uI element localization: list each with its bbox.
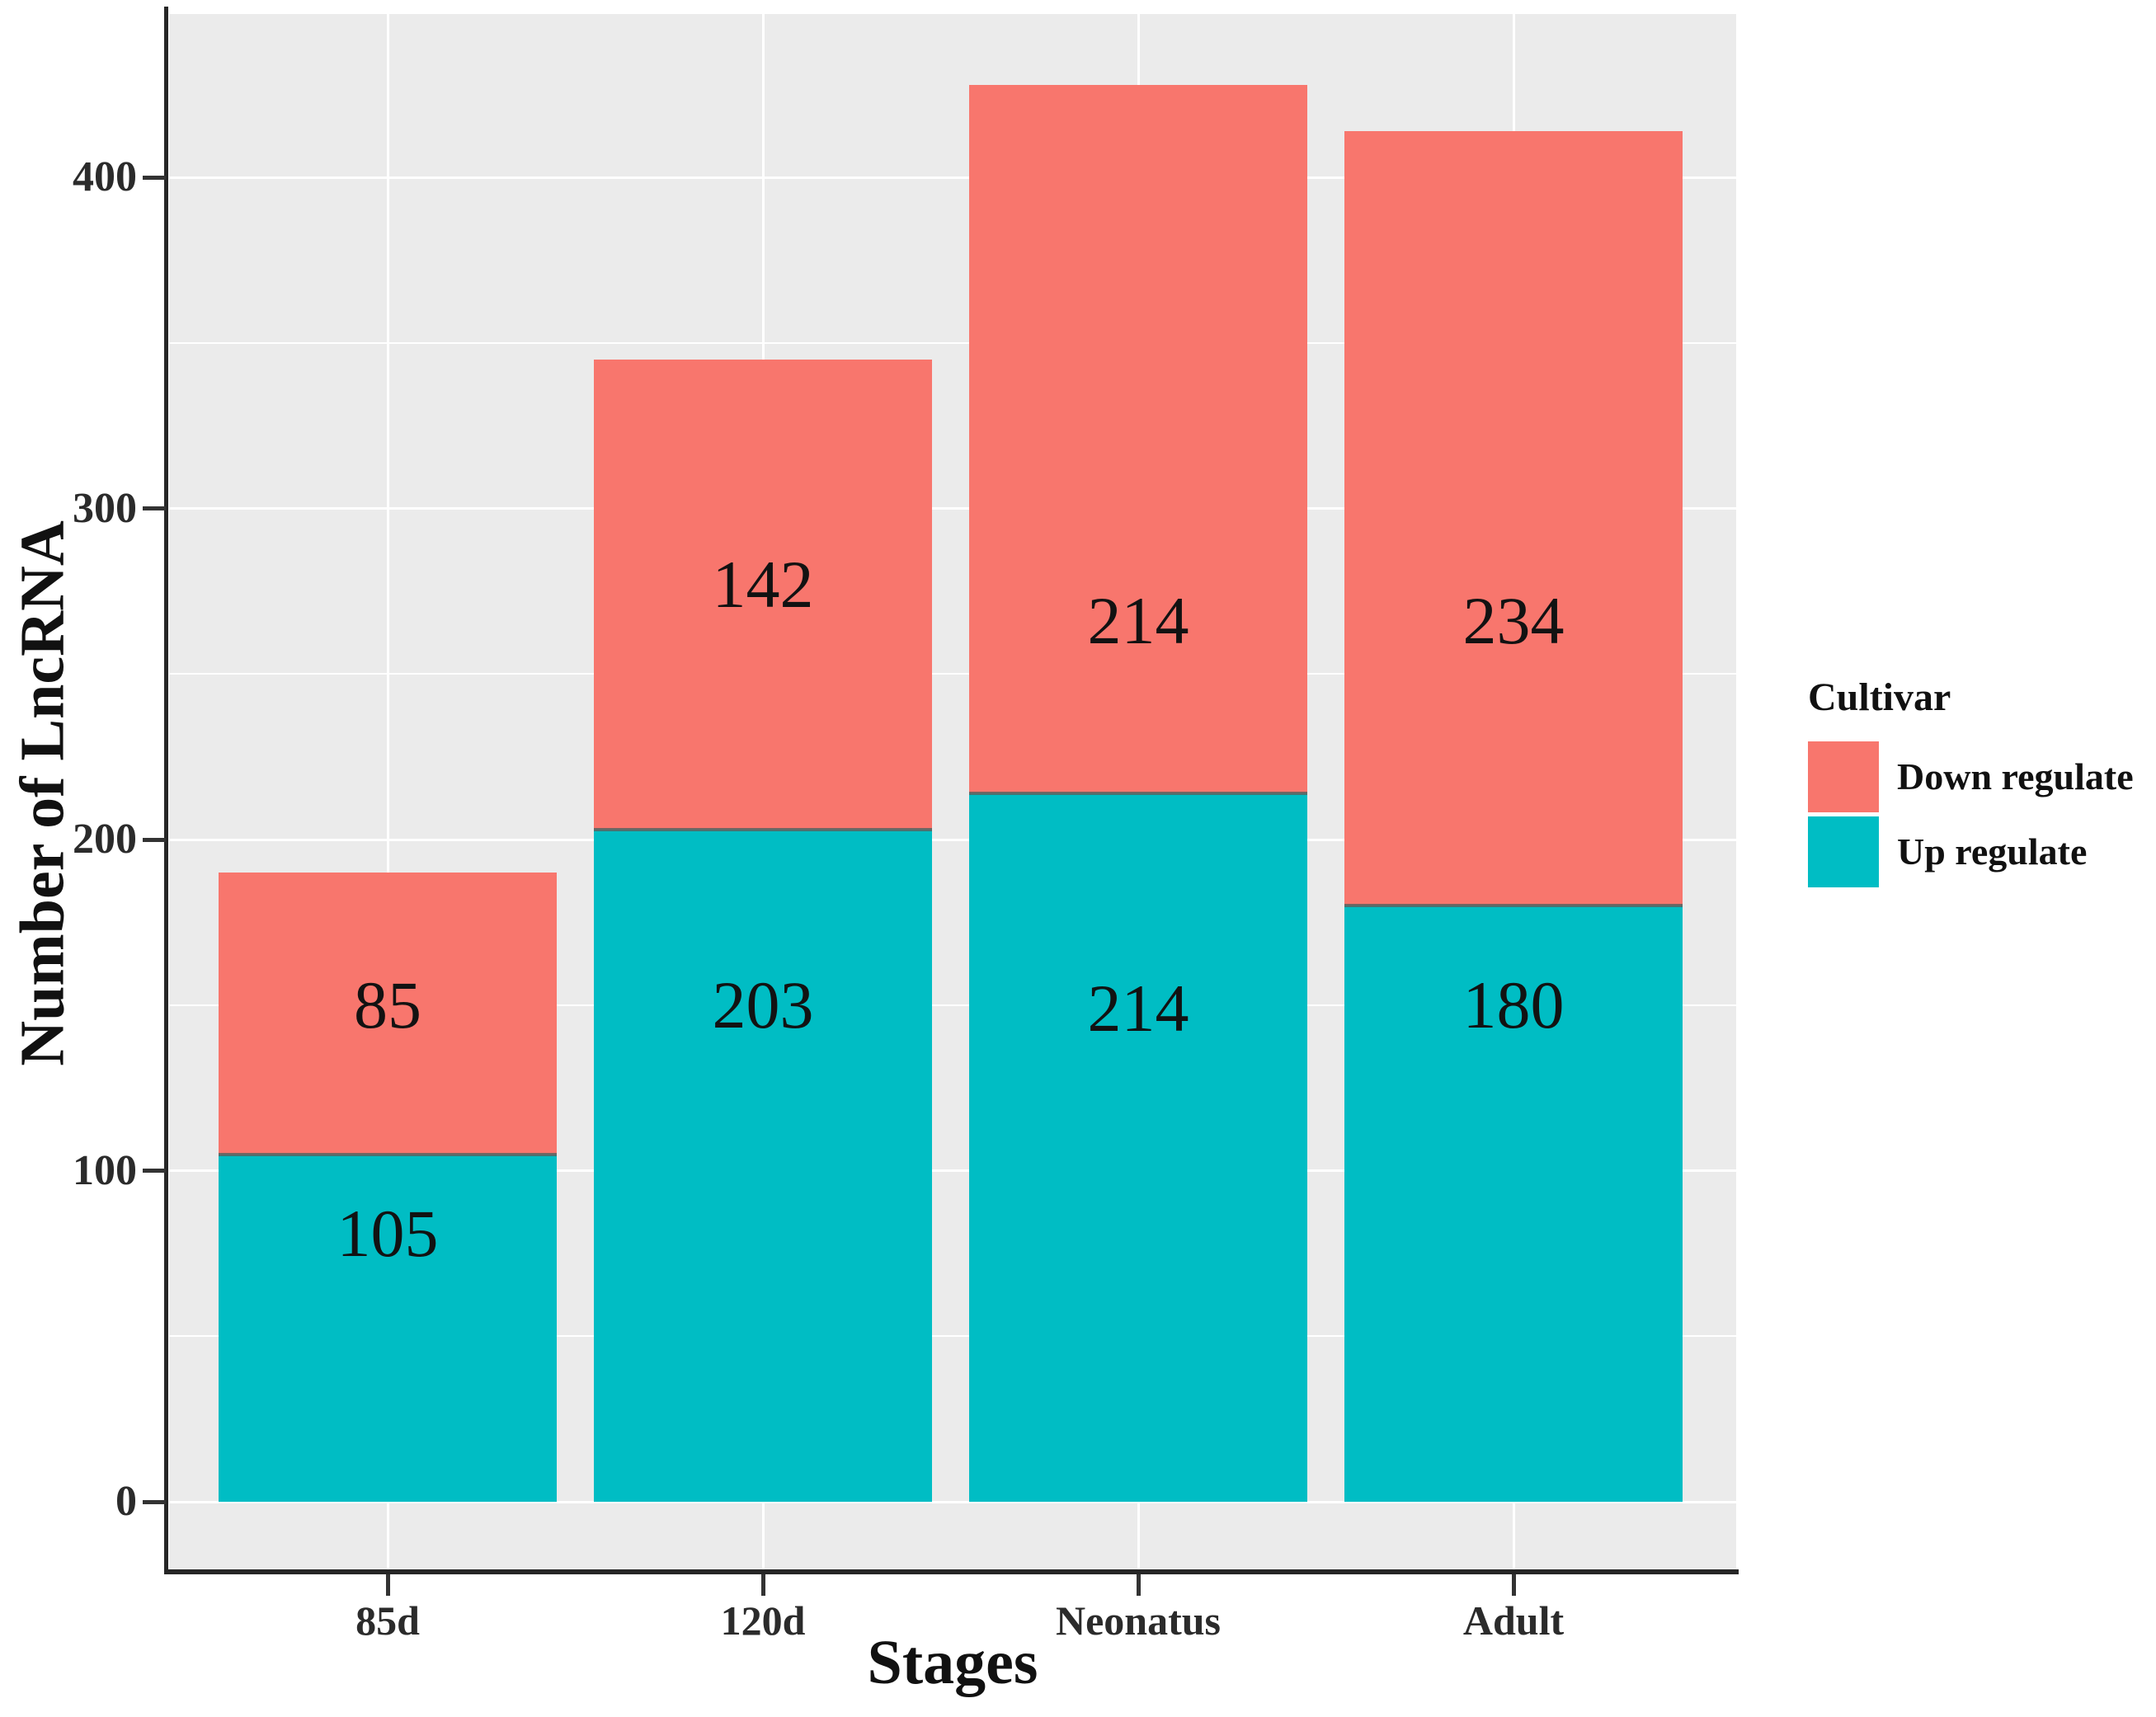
y-tick-mark	[143, 1169, 166, 1174]
bar-segment-down-Adult	[1344, 131, 1683, 906]
x-tick-label-Neonatus: Neonatus	[1055, 1597, 1222, 1644]
plot-panel: 105 85 203 142 214 214 180 234	[169, 14, 1736, 1573]
y-axis-line	[164, 7, 168, 1574]
legend-key-swatch	[1808, 741, 1879, 812]
bar-value-label: 142	[712, 547, 814, 623]
category-gridline	[386, 14, 389, 1573]
bar-segment-up-120d	[594, 830, 932, 1503]
bar-value-label: 203	[712, 967, 814, 1042]
x-tick-label-120d: 120d	[720, 1597, 806, 1644]
bar-segment-divider	[1344, 904, 1683, 908]
bar-value-label: 180	[1462, 967, 1565, 1042]
x-tick-label-Adult: Adult	[1462, 1597, 1565, 1644]
y-tick-mark	[143, 1499, 166, 1504]
minor-gridline	[169, 673, 1736, 675]
bar-value-label: 214	[1087, 970, 1189, 1046]
y-tick-label: 300	[73, 484, 137, 532]
legend-entries: Down regulate Up regulate	[1808, 741, 2134, 887]
major-gridline	[169, 176, 1736, 179]
y-tick-label: 0	[115, 1478, 137, 1526]
bar-value-label: 234	[1462, 583, 1565, 659]
major-gridline	[169, 507, 1736, 510]
x-tick-label-85d: 85d	[355, 1597, 420, 1644]
bar-segment-up-85d	[219, 1154, 557, 1503]
legend-title: Cultivar	[1808, 675, 1951, 719]
legend-entry-label: Up regulate	[1897, 830, 2088, 873]
bar-segment-down-120d	[594, 360, 932, 830]
bar-value-label: 85	[354, 967, 421, 1042]
y-tick-mark	[143, 506, 166, 511]
bar-value-label: 214	[1087, 583, 1189, 659]
bar-segment-divider	[594, 828, 932, 832]
bar-segment-down-Neonatus	[969, 84, 1307, 793]
minor-gridline	[169, 1004, 1736, 1006]
legend-key-swatch	[1808, 816, 1879, 887]
minor-gridline	[169, 342, 1736, 345]
x-tick-mark	[1511, 1574, 1516, 1596]
y-tick-label: 100	[73, 1146, 137, 1194]
bar-segment-up-Neonatus	[969, 793, 1307, 1503]
y-tick-mark	[143, 175, 166, 180]
legend-entry: Up regulate	[1808, 816, 2134, 887]
bar-segment-divider	[969, 792, 1307, 795]
bar-segment-down-85d	[219, 873, 557, 1155]
y-tick-label: 200	[73, 816, 137, 863]
x-axis-title: Stages	[867, 1628, 1038, 1697]
x-tick-mark	[385, 1574, 390, 1596]
major-gridline	[169, 1169, 1736, 1173]
x-axis-line	[164, 1569, 1739, 1574]
minor-gridline	[169, 1335, 1736, 1338]
x-tick-mark	[1136, 1574, 1141, 1596]
bar-value-label: 105	[337, 1195, 439, 1271]
bar-segment-up-Adult	[1344, 906, 1683, 1503]
major-gridline	[169, 1500, 1736, 1503]
bar-segment-divider	[219, 1152, 557, 1156]
y-axis-title: Number of LncRNA	[7, 520, 78, 1066]
legend-entry: Down regulate	[1808, 741, 2134, 812]
legend: Cultivar Down regulate Up regulate	[1808, 675, 2134, 891]
x-tick-mark	[760, 1574, 765, 1596]
y-tick-mark	[143, 837, 166, 842]
legend-entry-label: Down regulate	[1897, 755, 2134, 797]
major-gridline	[169, 838, 1736, 841]
y-tick-label: 400	[73, 153, 137, 201]
